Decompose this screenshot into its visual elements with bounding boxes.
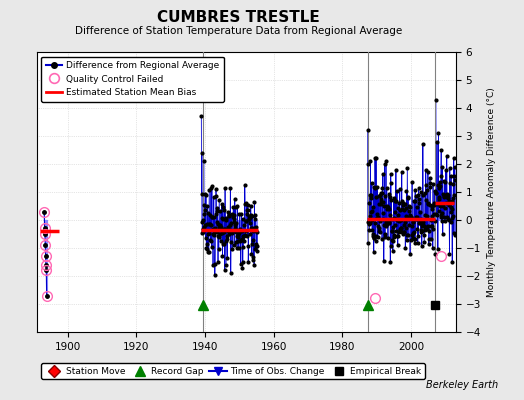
Legend: Station Move, Record Gap, Time of Obs. Change, Empirical Break: Station Move, Record Gap, Time of Obs. C… <box>41 363 425 379</box>
Text: Difference of Station Temperature Data from Regional Average: Difference of Station Temperature Data f… <box>75 26 402 36</box>
Y-axis label: Monthly Temperature Anomaly Difference (°C): Monthly Temperature Anomaly Difference (… <box>486 87 496 297</box>
Text: Berkeley Earth: Berkeley Earth <box>425 380 498 390</box>
Text: CUMBRES TRESTLE: CUMBRES TRESTLE <box>157 10 320 25</box>
